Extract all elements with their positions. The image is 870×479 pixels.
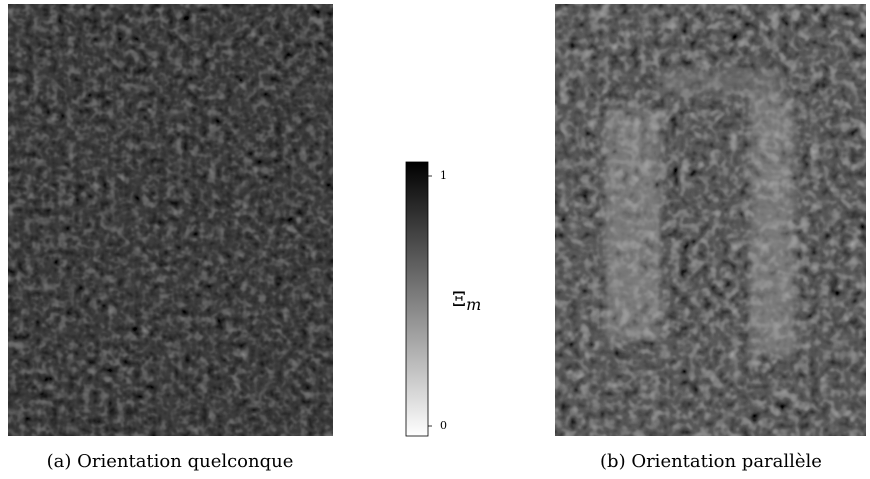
colorbar-tick-label: 0 [440, 419, 447, 432]
caption-a: (a) Orientation quelconque [47, 451, 294, 472]
colorbar: Ξm [405, 161, 481, 437]
panel-a [8, 4, 333, 436]
panel-b [555, 4, 866, 436]
colorbar-label: Ξm [452, 287, 481, 314]
colorbar-tick-label: 1 [440, 169, 447, 182]
caption-b: (b) Orientation parallèle [600, 451, 822, 472]
colorbar-gradient [405, 161, 429, 437]
